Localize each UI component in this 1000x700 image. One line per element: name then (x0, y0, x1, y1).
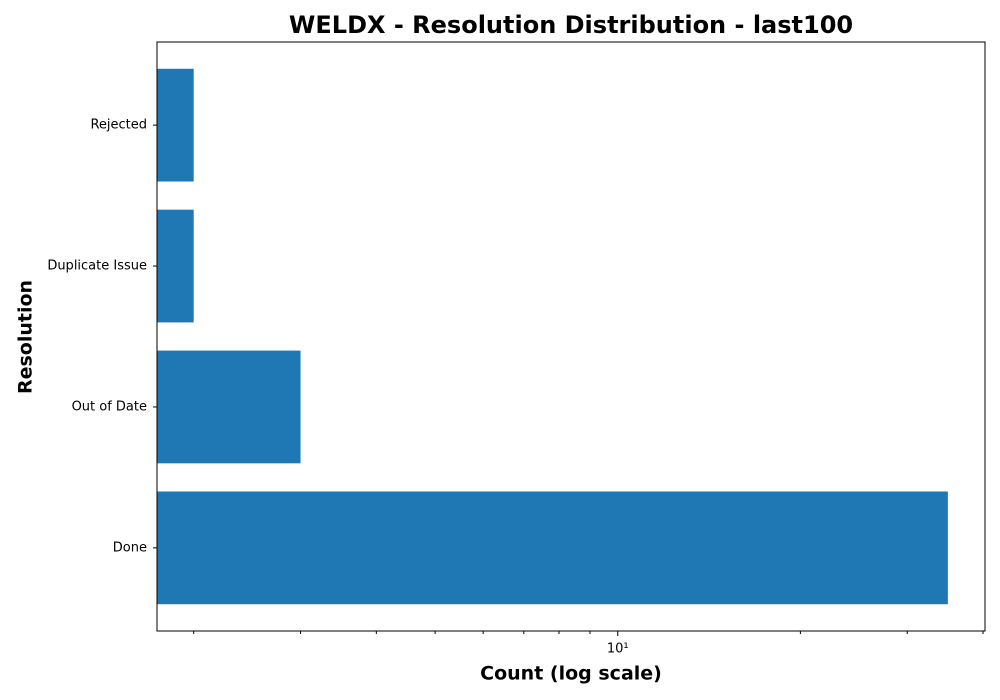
y-tick-label: Rejected (90, 118, 147, 133)
chart-title: WELDX - Resolution Distribution - last10… (289, 11, 853, 39)
bar (157, 491, 948, 605)
x-axis-label: Count (log scale) (480, 663, 662, 685)
x-tick-label: 10¹ (607, 642, 629, 657)
y-tick-label: Out of Date (72, 399, 147, 414)
y-tick-label: Done (113, 540, 147, 555)
bar (157, 68, 194, 182)
y-axis-label: Resolution (15, 280, 37, 394)
y-tick-label: Duplicate Issue (47, 259, 147, 274)
bar (157, 209, 194, 323)
bar (157, 350, 301, 464)
plot-frame (156, 41, 986, 632)
